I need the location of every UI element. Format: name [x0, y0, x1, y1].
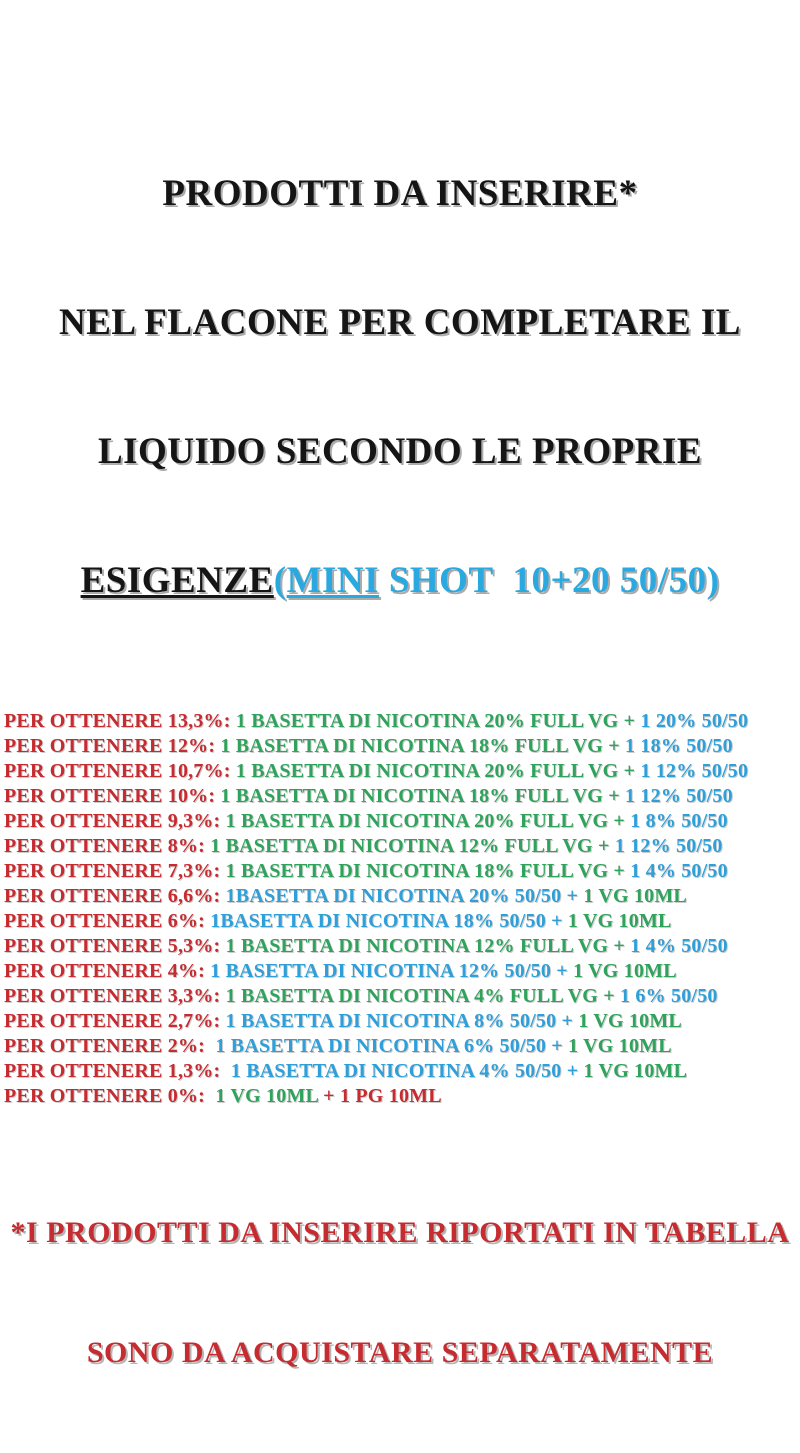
row-segment: 1 8% 50/50 [630, 810, 728, 832]
list-item: PER OTTENERE 2%: 1 BASETTA DI NICOTINA 6… [4, 1034, 800, 1059]
list-item: PER OTTENERE 2,7%: 1 BASETTA DI NICOTINA… [4, 1009, 800, 1034]
instructions-list: PER OTTENERE 13,3%: 1 BASETTA DI NICOTIN… [0, 709, 800, 1109]
row-segment: 1BASETTA DI NICOTINA 20% 50/50 + [225, 885, 584, 907]
row-segment: 1 18% 50/50 [625, 735, 733, 757]
list-item: PER OTTENERE 6,6%: 1BASETTA DI NICOTINA … [4, 884, 800, 909]
row-segment: 1 BASETTA DI NICOTINA 20% FULL VG + [235, 760, 641, 782]
row-segment: 1 4% 50/50 [630, 860, 728, 882]
row-label: PER OTTENERE 6,6%: [4, 885, 226, 907]
title-line-4: ESIGENZE(MINI SHOT 10+20 50/50) [0, 559, 800, 602]
list-item: PER OTTENERE 10,7%: 1 BASETTA DI NICOTIN… [4, 759, 800, 784]
row-segment: + 1 PG 10ML [323, 1085, 442, 1107]
row-segment: 1 BASETTA DI NICOTINA 18% FULL VG + [220, 785, 626, 807]
title-line-3: LIQUIDO SECONDO LE PROPRIE [97, 431, 703, 472]
list-item: PER OTTENERE 4%: 1 BASETTA DI NICOTINA 1… [4, 959, 800, 984]
row-segment: 1 BASETTA DI NICOTINA 4% 50/50 + [230, 1060, 584, 1082]
list-item: PER OTTENERE 10%: 1 BASETTA DI NICOTINA … [4, 784, 800, 809]
row-label: PER OTTENERE 13,3%: [4, 710, 236, 732]
row-segment: 1 4% 50/50 [630, 935, 728, 957]
row-label: PER OTTENERE 12%: [4, 735, 221, 757]
list-item: PER OTTENERE 6%: 1BASETTA DI NICOTINA 18… [4, 909, 800, 934]
mini-shot-rest: SHOT 10+20 50/50) [379, 560, 720, 601]
mini-shot-label: (MINI SHOT 10+20 50/50) [274, 560, 720, 601]
row-segment: 1 VG 10ML [583, 885, 687, 907]
footnote-line-1: *I PRODOTTI DA INSERIRE RIPORTATI IN TAB… [10, 1216, 790, 1249]
row-segment: 1 BASETTA DI NICOTINA 20% FULL VG + [235, 710, 641, 732]
row-label: PER OTTENERE 7,3%: [4, 860, 226, 882]
row-label: PER OTTENERE 8%: [4, 835, 211, 857]
row-segment: 1 BASETTA DI NICOTINA 18% FULL VG + [225, 860, 631, 882]
row-segment: 1 VG 10ML [215, 1085, 324, 1107]
row-label: PER OTTENERE 4%: [4, 960, 211, 982]
list-item: PER OTTENERE 1,3%: 1 BASETTA DI NICOTINA… [4, 1059, 800, 1084]
row-label: PER OTTENERE 0%: [4, 1085, 216, 1107]
list-item: PER OTTENERE 3,3%: 1 BASETTA DI NICOTINA… [4, 984, 800, 1009]
row-segment: 1 VG 10ML [583, 1060, 688, 1082]
row-segment: 1 VG 10ML [567, 910, 672, 932]
footnote: *I PRODOTTI DA INSERIRE RIPORTATI IN TAB… [0, 1133, 800, 1453]
row-label: PER OTTENERE 9,3%: [4, 810, 226, 832]
mini-shot-open-paren: ( [273, 560, 287, 601]
list-item: PER OTTENERE 8%: 1 BASETTA DI NICOTINA 1… [4, 834, 800, 859]
list-item: PER OTTENERE 13,3%: 1 BASETTA DI NICOTIN… [4, 709, 800, 734]
list-item: PER OTTENERE 0%: 1 VG 10ML + 1 PG 10ML [4, 1084, 800, 1109]
title-line-1: PRODOTTI DA INSERIRE* [162, 173, 638, 214]
row-label: PER OTTENERE 3,3%: [4, 985, 226, 1007]
row-segment: 1 6% 50/50 [620, 985, 718, 1007]
list-item: PER OTTENERE 12%: 1 BASETTA DI NICOTINA … [4, 734, 800, 759]
title-line-2: NEL FLACONE PER COMPLETARE IL [59, 302, 741, 343]
row-segment: 1 12% 50/50 [640, 760, 749, 782]
row-label: PER OTTENERE 2%: [4, 1035, 216, 1057]
list-item: PER OTTENERE 9,3%: 1 BASETTA DI NICOTINA… [4, 809, 800, 834]
flyer-page: PRODOTTI DA INSERIRE* NEL FLACONE PER CO… [0, 86, 800, 1369]
row-segment: 1 VG 10ML [578, 1010, 682, 1032]
row-label: PER OTTENERE 1,3%: [4, 1060, 231, 1082]
row-label: PER OTTENERE 6%: [4, 910, 211, 932]
page-title: PRODOTTI DA INSERIRE* NEL FLACONE PER CO… [0, 86, 800, 688]
row-label: PER OTTENERE 10,7%: [4, 760, 236, 782]
row-segment: 1 20% 50/50 [640, 710, 749, 732]
row-segment: 1 BASETTA DI NICOTINA 20% FULL VG + [225, 810, 631, 832]
row-segment: 1 VG 10ML [568, 1035, 672, 1057]
row-segment: 1 BASETTA DI NICOTINA 12% 50/50 + [210, 960, 574, 982]
row-segment: 1 BASETTA DI NICOTINA 12% FULL VG + [210, 835, 615, 857]
row-segment: 1 12% 50/50 [625, 785, 733, 807]
row-segment: 1 BASETTA DI NICOTINA 12% FULL VG + [225, 935, 631, 957]
title-esigenze: ESIGENZE [80, 560, 274, 601]
row-segment: 1BASETTA DI NICOTINA 18% 50/50 + [210, 910, 568, 932]
footnote-line-2: SONO DA ACQUISTARE SEPARATAMENTE [86, 1336, 714, 1369]
row-label: PER OTTENERE 5,3%: [4, 935, 226, 957]
mini-shot-underlined: MINI [286, 560, 380, 601]
row-segment: 1 BASETTA DI NICOTINA 4% FULL VG + [225, 985, 621, 1007]
row-segment: 1 BASETTA DI NICOTINA 6% 50/50 + [215, 1035, 569, 1057]
row-segment: 1 BASETTA DI NICOTINA 18% FULL VG + [220, 735, 626, 757]
row-label: PER OTTENERE 2,7%: [4, 1010, 226, 1032]
list-item: PER OTTENERE 5,3%: 1 BASETTA DI NICOTINA… [4, 934, 800, 959]
row-label: PER OTTENERE 10%: [4, 785, 221, 807]
row-segment: 1 12% 50/50 [614, 835, 723, 857]
row-segment: 1 VG 10ML [573, 960, 677, 982]
list-item: PER OTTENERE 7,3%: 1 BASETTA DI NICOTINA… [4, 859, 800, 884]
row-segment: 1 BASETTA DI NICOTINA 8% 50/50 + [225, 1010, 579, 1032]
